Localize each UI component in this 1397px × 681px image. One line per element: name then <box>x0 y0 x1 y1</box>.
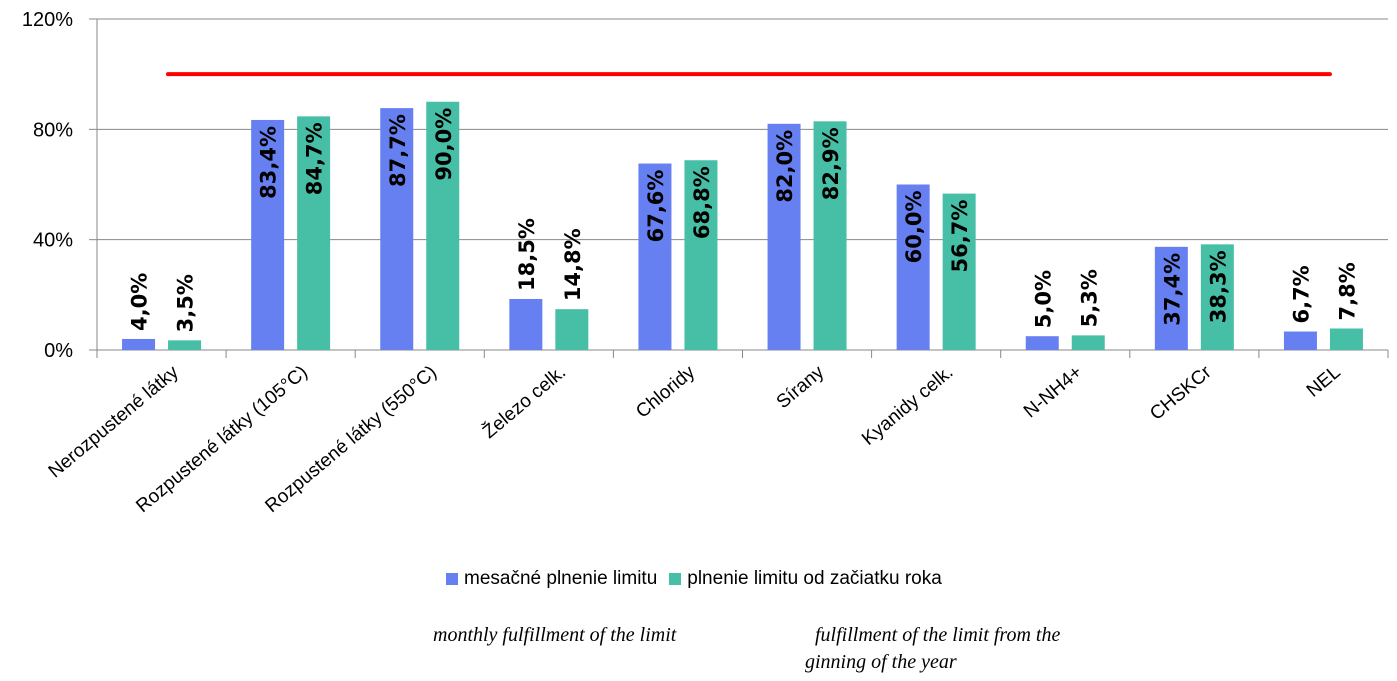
bar-cumulative <box>813 121 847 350</box>
legend-item-monthly: mesačné plnenie limitu <box>446 568 657 590</box>
data-label: 82,9% <box>819 127 843 200</box>
data-label: 56,7% <box>948 200 972 273</box>
data-label: 5,3% <box>1077 269 1101 327</box>
data-label: 90,0% <box>432 108 456 181</box>
bar-cumulative <box>168 340 202 350</box>
category-label: Sírany <box>773 361 829 413</box>
bars <box>122 101 1363 350</box>
gridlines <box>97 18 1388 241</box>
data-label: 4,0% <box>128 273 152 331</box>
bar-cumulative <box>684 160 718 350</box>
bar-monthly <box>380 108 414 350</box>
legend-swatch-cumulative <box>669 573 682 585</box>
data-label: 83,4% <box>257 126 281 199</box>
bar-cumulative <box>1200 244 1234 350</box>
data-label: 67,6% <box>644 170 668 243</box>
category-label: CHSKCr <box>1146 361 1216 424</box>
bar-monthly <box>1025 336 1059 350</box>
bar-cumulative <box>942 193 976 350</box>
data-label: 18,5% <box>515 218 539 291</box>
data-label: 6,7% <box>1289 265 1313 323</box>
bar-monthly <box>638 163 672 350</box>
bar-monthly <box>122 338 156 350</box>
category-label: N-NH4+ <box>1020 362 1086 423</box>
data-label: 14,8% <box>561 228 585 301</box>
data-label: 60,0% <box>902 191 926 264</box>
y-tick-label: 80% <box>33 119 73 141</box>
data-labels: 4,0% 83,4% 87,7% 18,5% 67,6% 82,0% 60,0% 5,0% 37… <box>128 108 1360 333</box>
bar-cumulative <box>1071 335 1105 350</box>
data-label: 87,7% <box>386 114 410 187</box>
category-label: Nerozpustené látky <box>45 361 183 482</box>
data-label: 84,7% <box>303 122 327 195</box>
note-monthly: monthly fulfillment of the limit <box>433 624 677 646</box>
bar-cumulative <box>426 101 460 350</box>
bar-monthly <box>1283 331 1317 350</box>
bar-cumulative <box>297 116 331 350</box>
data-label: 37,4% <box>1160 253 1184 326</box>
note-cumulative-line1: fulfillment of the limit from the <box>815 624 1061 646</box>
bar-cumulative <box>555 309 589 350</box>
legend-label-cumulative: plnenie limitu od začiatku roka <box>687 568 942 589</box>
note-cumulative-line2: ginning of the year <box>805 651 957 673</box>
bar-chart: 0% 40% 80% 120% 4,0% 83,4% 87,7% 18,5% 67,6% 82,… <box>22 9 1389 517</box>
category-label: Kyanidy celk. <box>858 362 957 450</box>
data-label: 3,5% <box>174 274 198 332</box>
legend: mesačné plnenie limitu plnenie limitu od… <box>446 568 954 590</box>
y-tick-label: 120% <box>22 9 73 31</box>
y-tick-label: 40% <box>33 230 73 252</box>
bar-cumulative <box>1329 328 1363 350</box>
data-label: 82,0% <box>773 130 797 203</box>
bar-monthly <box>251 119 285 350</box>
legend-swatch-monthly <box>446 573 458 585</box>
bar-monthly <box>767 123 801 350</box>
legend-label-monthly: mesačné plnenie limitu <box>464 568 658 589</box>
data-label: 5,0% <box>1031 270 1055 328</box>
data-label: 68,8% <box>690 166 714 239</box>
data-label: 7,8% <box>1335 262 1359 320</box>
y-tick-label: 0% <box>44 340 73 362</box>
bar-monthly <box>509 298 543 350</box>
bar-monthly <box>1154 246 1188 350</box>
category-label: Chloridy <box>632 361 699 422</box>
data-label: 38,3% <box>1206 250 1230 323</box>
legend-item-cumulative: plnenie limitu od začiatku roka <box>669 568 942 590</box>
category-label: NEL <box>1303 362 1345 402</box>
bar-monthly <box>896 184 930 350</box>
category-label: Železo celk. <box>478 361 570 443</box>
